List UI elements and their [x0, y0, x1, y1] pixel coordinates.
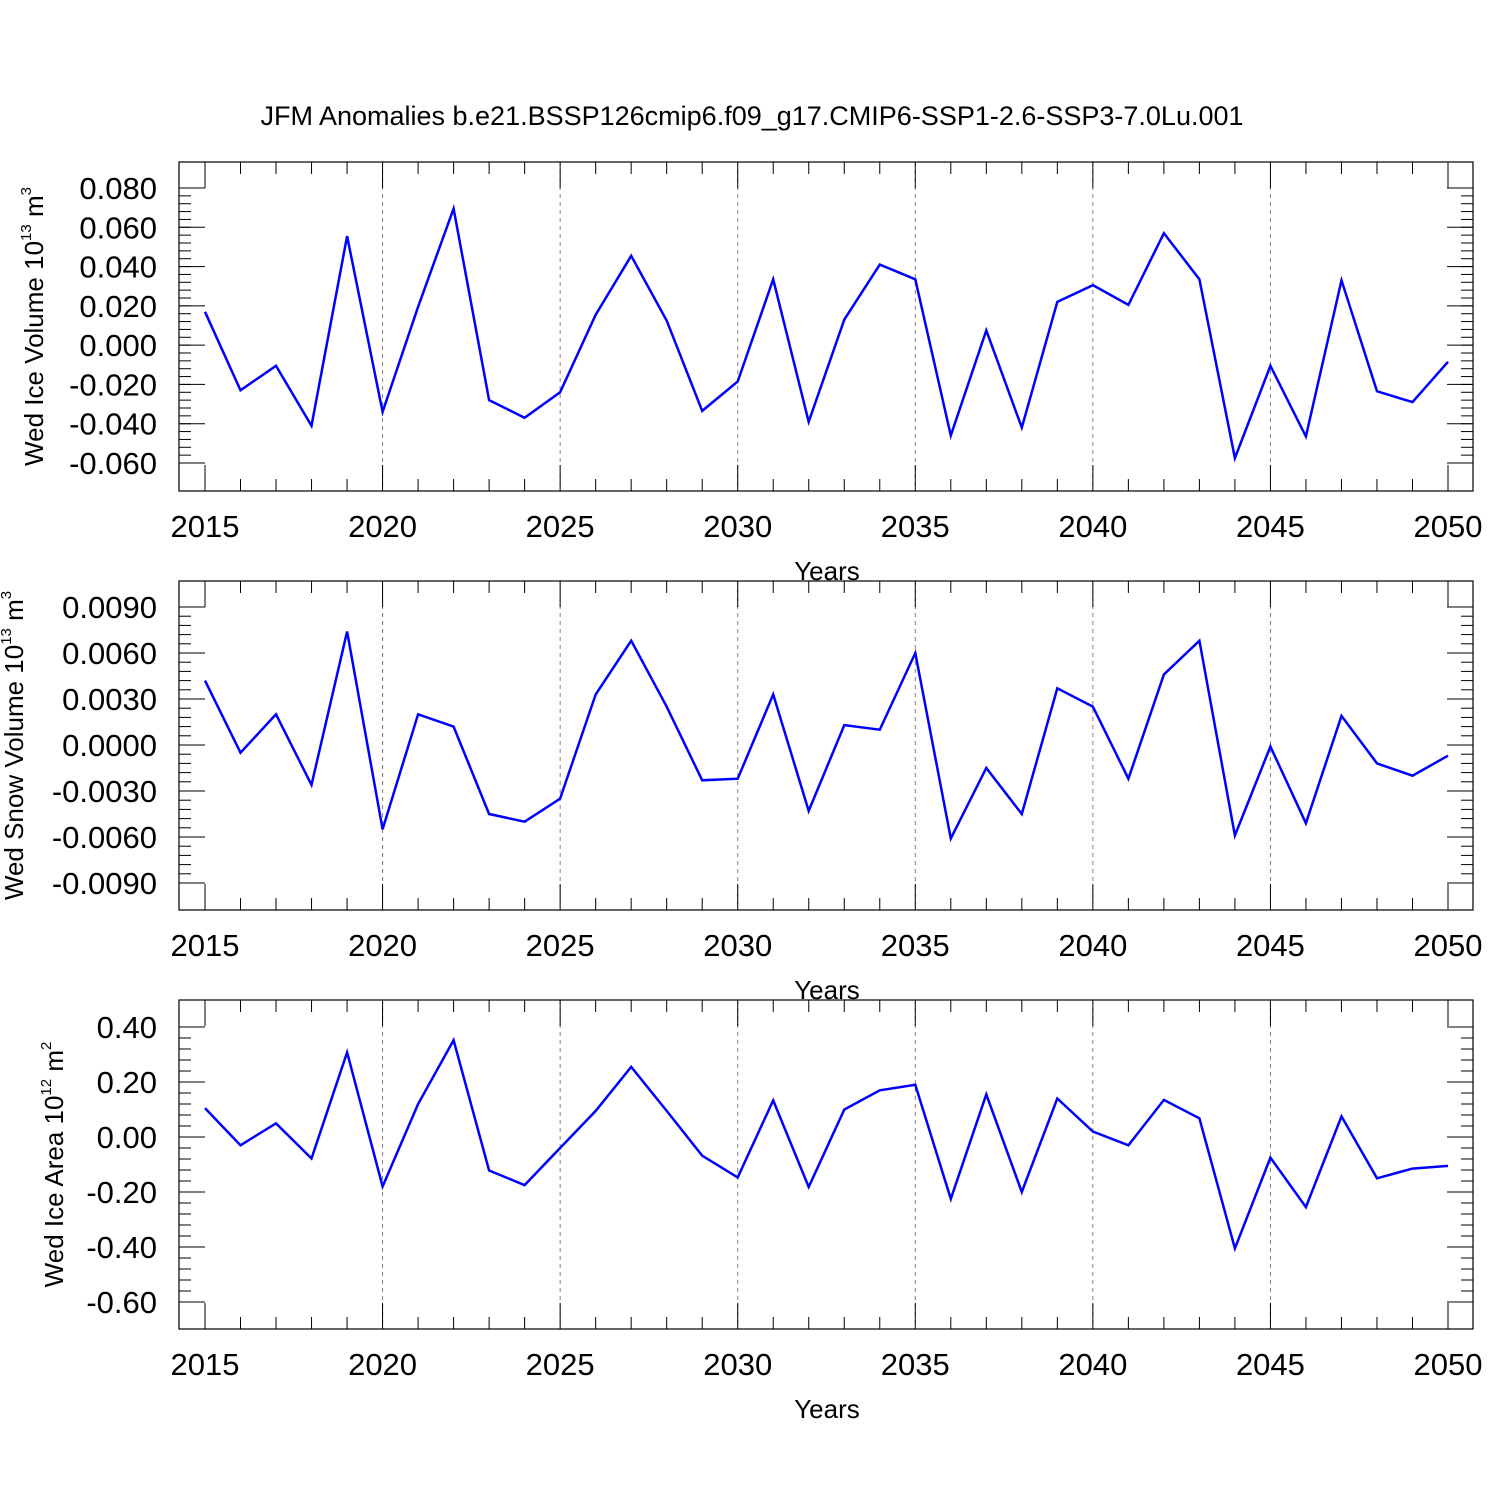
y-tick-label: 0.00	[97, 1120, 157, 1155]
x-tick-label: 2030	[703, 1347, 772, 1382]
plot-frame	[178, 999, 1474, 1330]
y-axis-label: Wed Snow Volume 1013 m3	[0, 591, 29, 900]
x-tick-label: 2035	[881, 1347, 950, 1382]
x-tick-label: 2025	[526, 928, 595, 963]
y-tick-label: -0.20	[86, 1175, 157, 1210]
x-tick-label: 2040	[1058, 928, 1127, 963]
x-tick-label: 2045	[1236, 509, 1305, 544]
x-tick-label: 2030	[703, 509, 772, 544]
series-line	[203, 203, 1449, 463]
x-tick-label: 2050	[1414, 509, 1483, 544]
y-tick-label: 0.0030	[62, 682, 157, 717]
x-axis-label: Years	[794, 1394, 860, 1424]
x-tick-label: 2050	[1414, 1347, 1483, 1382]
y-tick-label: 0.060	[79, 210, 157, 245]
x-tick-label: 2015	[171, 509, 240, 544]
y-tick-label: -0.020	[69, 367, 157, 402]
panel-2: 2015 2020 2025 2030 2035 2040 2045 2050 0.0090 0.…	[0, 580, 1483, 1005]
y-tick-label: 0.20	[97, 1065, 157, 1100]
y-tick-label: -0.040	[69, 407, 157, 442]
y-tick-label: 0.020	[79, 289, 157, 324]
series-line	[204, 1036, 1449, 1253]
x-tick-label: 2040	[1058, 509, 1127, 544]
x-tick-label: 2015	[171, 928, 240, 963]
plot-frame	[178, 161, 1474, 492]
y-tick-label: -0.40	[86, 1230, 157, 1265]
panels: 2015 2020 2025 2030 2035 2040 2045 2050 0.080 0.0…	[0, 161, 1483, 1424]
x-tick-label: 2035	[881, 928, 950, 963]
y-tick-label: 0.080	[79, 171, 157, 206]
x-tick-label: 2025	[526, 1347, 595, 1382]
y-tick-label: 0.40	[97, 1010, 157, 1045]
x-tick-label: 2045	[1236, 928, 1305, 963]
x-tick-label: 2030	[703, 928, 772, 963]
y-tick-label: -0.060	[69, 446, 157, 481]
x-tick-label: 2020	[348, 1347, 417, 1382]
x-tick-label: 2050	[1414, 928, 1483, 963]
y-tick-label: 0.0090	[62, 590, 157, 625]
y-axis-label: Wed Ice Volume 1013 m3	[18, 187, 49, 466]
plot-frame	[178, 580, 1474, 911]
x-tick-label: 2025	[526, 509, 595, 544]
y-tick-label: 0.040	[79, 250, 157, 285]
x-tick-label: 2045	[1236, 1347, 1305, 1382]
y-axis-label: Wed Ice Area 1012 m2	[38, 1042, 69, 1288]
y-tick-label: 0.0060	[62, 636, 157, 671]
panel-1: 2015 2020 2025 2030 2035 2040 2045 2050 0.080 0.0…	[18, 161, 1483, 586]
y-tick-label: -0.0060	[52, 820, 157, 855]
x-tick-label: 2040	[1058, 1347, 1127, 1382]
y-tick-label: -0.0090	[52, 866, 157, 901]
panel-3: 2015 2020 2025 2030 2035 2040 2045 2050 0.40 0.20…	[38, 999, 1483, 1424]
x-tick-label: 2020	[348, 509, 417, 544]
y-tick-label: -0.60	[86, 1285, 157, 1320]
series-line	[203, 631, 1449, 843]
x-tick-label: 2015	[171, 1347, 240, 1382]
x-tick-label: 2035	[881, 509, 950, 544]
figure-title: JFM Anomalies b.e21.BSSP126cmip6.f09_g17…	[260, 101, 1243, 131]
y-tick-label: 0.000	[79, 328, 157, 363]
y-tick-label: 0.0000	[62, 728, 157, 763]
y-tick-label: -0.0030	[52, 774, 157, 809]
x-tick-label: 2020	[348, 928, 417, 963]
